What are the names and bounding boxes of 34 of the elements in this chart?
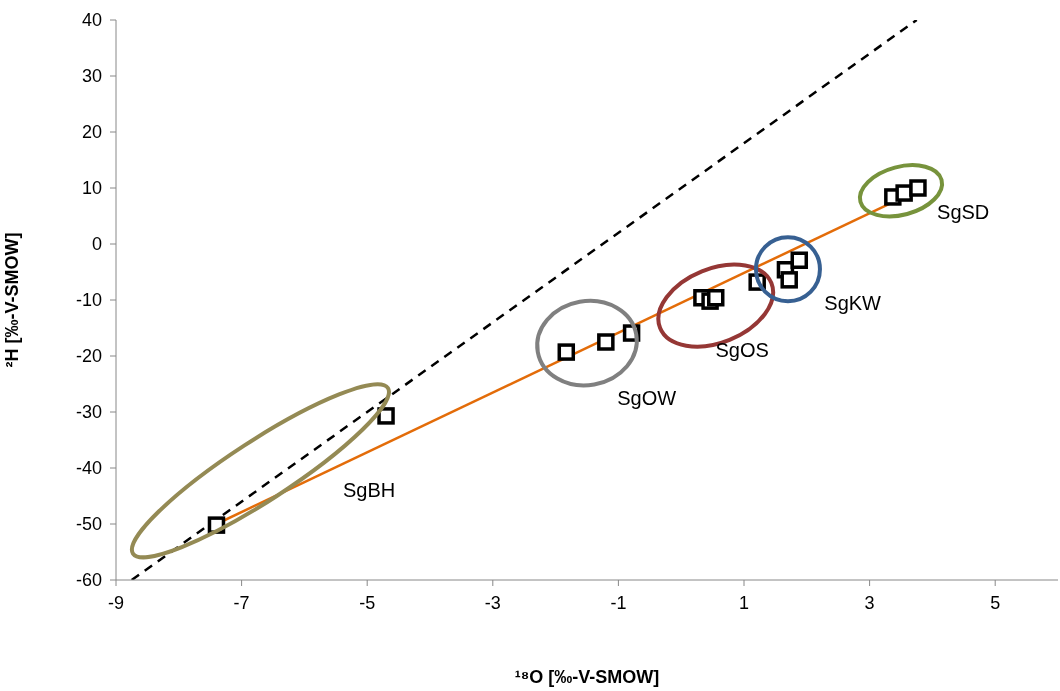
annotation: SgKW — [824, 291, 882, 314]
annotation: SgOW — [617, 387, 677, 409]
x-tick-label: -7 — [233, 592, 250, 613]
annotation: SgSD — [937, 201, 990, 224]
y-tick-label: 10 — [81, 178, 102, 199]
point — [790, 251, 809, 269]
x-tick-label: -5 — [359, 592, 376, 613]
point — [706, 289, 725, 307]
x-tick-label: 5 — [990, 592, 1001, 613]
y-tick-label: 30 — [81, 66, 102, 87]
y-tick-label: -30 — [75, 402, 102, 423]
x-tick-label: 1 — [738, 592, 750, 613]
y-tick-label: 20 — [81, 122, 102, 143]
point — [895, 184, 913, 202]
y-tick-label: -40 — [75, 458, 102, 479]
annotation: SgBH — [342, 478, 396, 501]
y-tick-label: 0 — [91, 234, 102, 255]
annotation: SgOS — [715, 338, 769, 361]
point — [780, 271, 798, 289]
x-tick-label: -9 — [107, 592, 125, 613]
y-axis-title: ²H [‰-V-SMOW] — [2, 232, 23, 368]
x-tick-label: 3 — [864, 592, 875, 613]
y-tick-label: -10 — [75, 290, 102, 311]
x-axis-title: ¹⁸O [‰-V-SMOW] — [514, 667, 660, 687]
point — [597, 333, 615, 351]
y-tick-label: -50 — [75, 514, 102, 535]
point — [909, 179, 927, 197]
x-tick-label: -3 — [484, 592, 501, 613]
point — [557, 343, 576, 361]
y-tick-label: -60 — [75, 570, 102, 591]
y-tick-label: -20 — [75, 346, 102, 367]
x-tick-label: -1 — [610, 592, 627, 613]
y-tick-label: 40 — [81, 10, 102, 31]
point — [377, 407, 395, 425]
